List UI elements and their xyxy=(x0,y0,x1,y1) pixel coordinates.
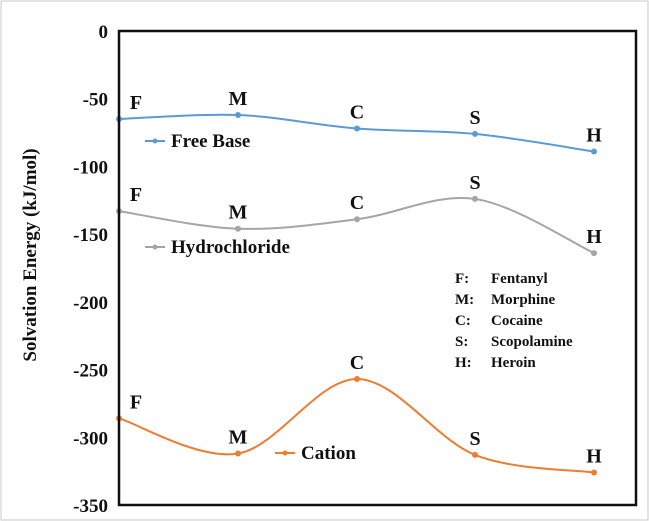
legend-key-code: S: xyxy=(455,334,468,350)
point-label: C xyxy=(350,102,364,124)
point-label: F xyxy=(130,184,142,206)
y-tick-label: -200 xyxy=(73,293,108,314)
data-point xyxy=(354,376,360,383)
series-swatch-marker xyxy=(152,244,158,250)
y-tick-label: -150 xyxy=(73,225,108,246)
legend-key-name: Scopolamine xyxy=(491,334,573,350)
series-points xyxy=(116,111,597,476)
point-label: F xyxy=(130,391,142,413)
point-label: H xyxy=(586,226,602,248)
legend-key-code: F: xyxy=(455,271,469,287)
data-point xyxy=(472,195,478,202)
series-name-free-base: Free Base xyxy=(171,131,250,152)
data-point xyxy=(472,451,478,458)
point-label: M xyxy=(229,88,248,110)
legend-key-code: M: xyxy=(455,292,474,308)
point-label: C xyxy=(350,192,364,214)
data-point xyxy=(591,250,597,257)
legend-key-name: Morphine xyxy=(491,292,556,308)
series-swatch-marker xyxy=(152,138,158,144)
point-label: S xyxy=(469,428,480,450)
legend-key-code: C: xyxy=(455,313,471,329)
data-point xyxy=(472,130,478,137)
point-label: S xyxy=(469,107,480,129)
legend-key-code: H: xyxy=(455,355,472,371)
y-tick-label: 0 xyxy=(99,22,109,43)
series-names: Free Base Hydrochloride Cation xyxy=(145,131,356,464)
y-tick-label: -350 xyxy=(73,496,108,517)
point-label: H xyxy=(586,125,602,147)
data-point xyxy=(354,125,360,132)
data-point xyxy=(354,216,360,223)
point-label: C xyxy=(350,352,364,374)
point-label: M xyxy=(229,427,248,449)
series-name-cation: Cation xyxy=(301,443,356,464)
data-point xyxy=(235,225,241,232)
point-labels: F M C S H F M C S H F M C S H xyxy=(130,88,602,468)
data-point xyxy=(591,469,597,476)
series-name-hydrochloride: Hydrochloride xyxy=(171,237,290,258)
point-label: F xyxy=(130,92,142,114)
legend-key-name: Heroin xyxy=(491,355,536,371)
data-point xyxy=(235,111,241,118)
data-point xyxy=(235,450,241,457)
point-label: S xyxy=(469,172,480,194)
y-tick-label: -100 xyxy=(73,157,108,178)
y-tick-label: -50 xyxy=(83,90,108,111)
y-tick-labels: 0 -50 -100 -150 -200 -250 -300 -350 xyxy=(73,22,108,517)
point-label: H xyxy=(586,445,602,467)
legend-key-name: Fentanyl xyxy=(491,271,548,287)
series-swatch-marker xyxy=(282,450,288,456)
y-axis-label: Solvation Energy (kJ/mol) xyxy=(20,148,41,361)
plot-area-frame xyxy=(117,29,638,507)
legend-key-name: Cocaine xyxy=(491,313,543,329)
point-label: M xyxy=(229,202,248,224)
abbreviation-legend: F: Fentanyl M: Morphine C: Cocaine S: Scopolami… xyxy=(455,271,573,371)
data-point xyxy=(591,148,597,155)
y-tick-label: -300 xyxy=(73,428,108,449)
y-tick-label: -250 xyxy=(73,361,108,382)
